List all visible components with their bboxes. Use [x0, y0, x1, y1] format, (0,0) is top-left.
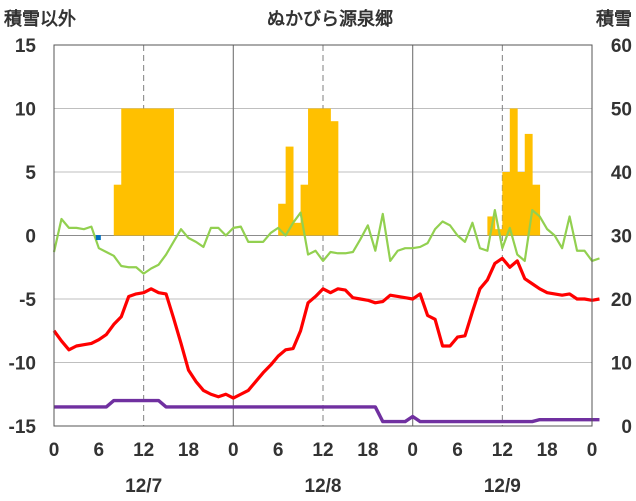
snow-depth-line	[54, 398, 600, 424]
left-tick-label: 15	[15, 36, 37, 57]
data-marker	[95, 235, 101, 241]
hour-tick-label: 6	[273, 440, 284, 461]
right-tick-label: 20	[611, 290, 632, 311]
precipitation-bar	[330, 121, 339, 236]
hour-tick-label: 0	[228, 440, 239, 461]
data-lines	[52, 209, 600, 424]
right-tick-label: 30	[611, 227, 632, 248]
precipitation-bar	[151, 108, 160, 236]
hour-tick-label: 6	[452, 440, 463, 461]
precipitation-bar	[136, 108, 145, 236]
precipitation-bar	[143, 108, 152, 236]
left-axis-label: 積雪以外	[3, 8, 76, 30]
date-label: 12/7	[125, 476, 162, 497]
right-tick-label: 60	[611, 36, 632, 57]
precipitation-bar	[128, 108, 137, 236]
left-tick-label: 0	[25, 227, 36, 248]
precipitation-bar	[166, 108, 174, 236]
precipitation-bar	[278, 203, 287, 236]
right-tick-label: 0	[621, 417, 632, 438]
hour-tick-label: 12	[312, 440, 333, 461]
precipitation-bar	[315, 108, 324, 236]
precipitation-bar	[517, 172, 526, 236]
right-axis-label: 積雪	[595, 8, 632, 30]
precipitation-bar	[113, 184, 122, 236]
hour-tick-label: 12	[133, 440, 154, 461]
hour-tick-label: 0	[49, 440, 60, 461]
precipitation-bar	[323, 108, 331, 236]
precipitation-bar	[524, 133, 533, 236]
precipitation-bar	[121, 108, 130, 236]
precipitation-bar	[158, 108, 167, 236]
plot-frame	[53, 44, 593, 427]
left-tick-label: -15	[9, 417, 37, 438]
right-tick-label: 40	[611, 163, 632, 184]
left-tick-label: 10	[15, 100, 36, 121]
temperature-line	[52, 256, 600, 400]
left-tick-label: -5	[19, 290, 36, 311]
precipitation-bar	[509, 108, 518, 236]
hour-tick-label: 12	[492, 440, 513, 461]
hour-tick-label: 18	[357, 440, 378, 461]
precipitation-bar	[532, 184, 541, 236]
precipitation-bars	[113, 108, 541, 236]
precipitation-bar	[285, 146, 294, 236]
hour-tick-label: 18	[178, 440, 199, 461]
hour-tick-label: 0	[407, 440, 418, 461]
precipitation-bar	[308, 108, 316, 236]
date-label: 12/9	[484, 476, 521, 497]
chart-title: ぬかびら源泉郷	[267, 8, 393, 30]
right-tick-label: 50	[611, 100, 632, 121]
hour-tick-label: 0	[587, 440, 598, 461]
date-label: 12/8	[305, 476, 342, 497]
precipitation-bar	[502, 172, 511, 236]
left-tick-label: -10	[9, 354, 36, 375]
precipitation-bar	[300, 184, 309, 236]
hour-tick-label: 18	[537, 440, 558, 461]
hour-tick-label: 6	[94, 440, 105, 461]
right-tick-label: 10	[611, 354, 632, 375]
precipitation-bar	[293, 222, 301, 236]
wind-line	[52, 209, 600, 275]
left-tick-label: 5	[25, 163, 36, 184]
